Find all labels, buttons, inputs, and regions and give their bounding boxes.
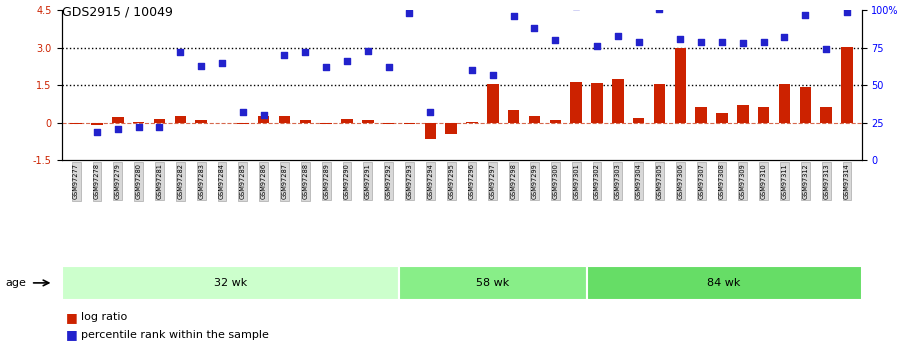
Bar — [586, 266, 862, 300]
Point — [131, 125, 146, 130]
Point — [110, 126, 125, 132]
Bar — [258, 116, 270, 123]
Point — [486, 72, 500, 78]
Point — [673, 36, 688, 42]
Bar — [508, 110, 519, 123]
Point — [548, 38, 563, 43]
Point — [402, 11, 416, 16]
Point — [632, 39, 646, 45]
Text: log ratio: log ratio — [81, 313, 128, 322]
Bar — [757, 107, 769, 123]
Bar — [716, 113, 728, 123]
Bar — [320, 123, 332, 124]
Point — [694, 39, 709, 45]
Point — [611, 33, 625, 39]
Point — [590, 43, 605, 49]
Point — [194, 63, 208, 69]
Bar — [445, 123, 457, 134]
Point — [69, 176, 83, 181]
Bar — [91, 123, 102, 125]
Text: 32 wk: 32 wk — [214, 278, 247, 288]
Bar — [653, 84, 665, 123]
Point — [298, 50, 312, 55]
Point — [653, 6, 667, 12]
Point — [840, 9, 854, 14]
Point — [319, 65, 333, 70]
Text: 84 wk: 84 wk — [708, 278, 741, 288]
Bar — [695, 107, 707, 123]
Text: GDS2915 / 10049: GDS2915 / 10049 — [62, 5, 173, 18]
Bar — [71, 123, 81, 124]
Point — [757, 39, 771, 45]
Point — [381, 65, 395, 70]
Bar — [570, 82, 582, 123]
Bar — [674, 48, 686, 123]
Bar — [300, 120, 311, 123]
Bar — [383, 123, 395, 124]
Point — [507, 13, 521, 19]
Bar — [62, 266, 399, 300]
Bar — [154, 119, 166, 123]
Bar — [591, 83, 603, 123]
Bar — [341, 119, 353, 123]
Point — [423, 110, 437, 115]
Bar — [404, 123, 415, 124]
Point — [443, 168, 458, 174]
Point — [465, 68, 480, 73]
Point — [360, 48, 375, 53]
Point — [173, 50, 187, 55]
Text: percentile rank within the sample: percentile rank within the sample — [81, 330, 270, 339]
Text: 58 wk: 58 wk — [476, 278, 510, 288]
Bar — [842, 47, 853, 123]
Point — [798, 12, 813, 18]
Bar — [112, 117, 123, 123]
Bar — [466, 122, 478, 123]
Bar — [195, 120, 207, 123]
Bar — [133, 122, 145, 123]
Bar — [549, 120, 561, 123]
Bar — [424, 123, 436, 139]
Bar — [821, 107, 832, 123]
Bar — [216, 123, 228, 124]
Point — [256, 112, 271, 118]
Point — [214, 60, 229, 66]
Bar — [362, 120, 374, 123]
Point — [277, 52, 291, 58]
Bar — [800, 87, 811, 123]
Bar — [612, 79, 624, 123]
Point — [528, 26, 542, 31]
Point — [235, 110, 250, 115]
Bar — [237, 123, 249, 124]
Point — [736, 41, 750, 46]
Text: age: age — [5, 278, 26, 288]
Point — [569, 3, 584, 9]
Bar — [279, 116, 291, 123]
Bar — [737, 106, 748, 123]
Bar — [487, 84, 499, 123]
Bar — [399, 266, 586, 300]
Point — [715, 39, 729, 45]
Text: ■: ■ — [66, 311, 78, 324]
Point — [90, 129, 104, 135]
Text: ■: ■ — [66, 328, 78, 341]
Point — [152, 125, 167, 130]
Bar — [529, 116, 540, 123]
Point — [339, 59, 354, 64]
Bar — [778, 84, 790, 123]
Bar — [633, 118, 644, 123]
Point — [777, 34, 792, 40]
Point — [819, 47, 834, 52]
Bar — [175, 116, 186, 123]
